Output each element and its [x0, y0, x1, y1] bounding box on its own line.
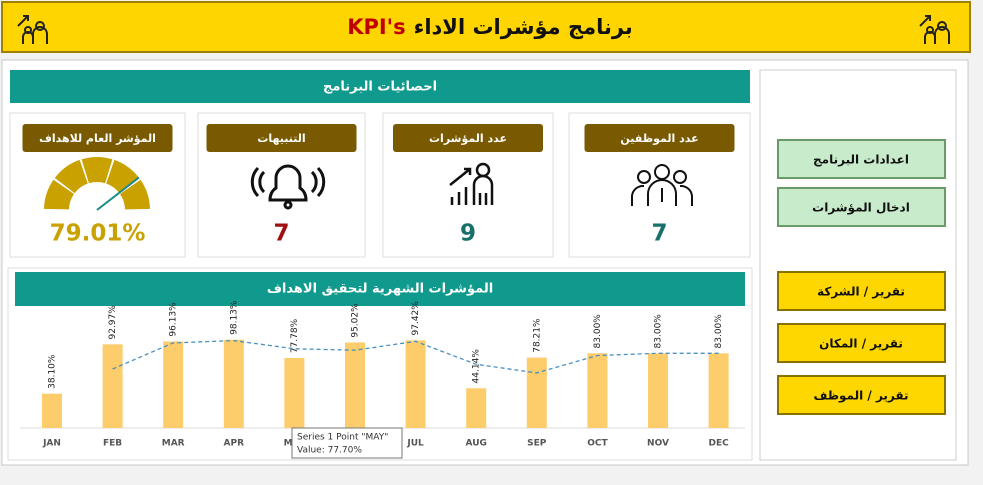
cards: المؤشر العام للاهداف 79.01% التنبيهات 7 عدد … [9, 112, 751, 258]
bar [345, 342, 365, 428]
bar [526, 357, 547, 428]
title: KPI's برنامج مؤشرات الاداء [347, 15, 633, 39]
x-tick-label: SEP [527, 439, 547, 449]
card-label: عدد الموظفين [620, 132, 698, 145]
data-label: 83.00% [593, 314, 603, 349]
data-label: 95.02% [351, 303, 361, 338]
data-label: 44.14% [472, 349, 482, 384]
stats-header-text: احصائيات البرنامج [323, 80, 437, 95]
x-tick-label: JUL [406, 439, 424, 449]
data-label: 83.00% [714, 314, 724, 349]
trend-line [112, 339, 719, 374]
bar [466, 388, 487, 428]
bar [284, 357, 305, 428]
chart: 38.10% JAN 92.97% FEB 96.13% MAR 98.13% APR 77.7… [20, 300, 745, 459]
menu-button-label[interactable]: ادخال المؤشرات [812, 201, 910, 216]
x-tick-label: NOV [647, 439, 669, 449]
icon-person-chart [449, 162, 494, 205]
x-tick-label: DEC [708, 439, 729, 449]
card-label-box [584, 124, 735, 152]
menu-button-label[interactable]: تقرير / الموظف [813, 389, 908, 404]
title-highlight: KPI's [347, 15, 405, 39]
bar [587, 353, 608, 428]
menu-button[interactable] [777, 271, 946, 311]
data-label: 38.10% [48, 354, 58, 389]
menu-button[interactable] [777, 187, 946, 227]
title-bar [1, 1, 971, 53]
card-label-box [206, 124, 357, 152]
menu-button-label[interactable]: اعدادات البرنامج [813, 153, 909, 167]
title-text: برنامج مؤشرات الاداء [414, 15, 633, 39]
gauge-needle [96, 176, 140, 211]
menu-button[interactable] [777, 323, 946, 363]
chart-title: المؤشرات الشهرية لتحقيق الاهداف [267, 282, 493, 297]
x-tick-label: APR [224, 439, 245, 449]
data-label: 98.13% [229, 300, 239, 335]
x-tick-label: JAN [42, 439, 61, 449]
stats-header [10, 70, 750, 103]
title-icon-right [919, 15, 950, 44]
bar [42, 393, 62, 428]
gauge-segment [44, 179, 74, 210]
x-tick-label: OCT [587, 439, 608, 449]
tooltip-value: Value: 77.70% [297, 446, 362, 456]
card-value: 7 [651, 221, 667, 247]
x-tick-label: MAR [162, 439, 185, 449]
data-label: 78.21% [532, 318, 542, 353]
icon-team [631, 164, 693, 206]
x-tick-label: FEB [103, 439, 122, 449]
gauge-segment [106, 159, 140, 194]
data-label: 77.78% [290, 318, 300, 353]
card-label: التنبيهات [257, 132, 305, 145]
bar [648, 353, 668, 428]
gauge-segment [81, 157, 113, 184]
gauge-segment [54, 159, 88, 194]
icon-bell [250, 164, 326, 210]
tooltip-point: Series 1 Point "MAY" [297, 433, 388, 443]
data-label: 83.00% [654, 314, 664, 349]
data-label: 92.97% [108, 305, 118, 340]
title-icon-left [17, 15, 48, 44]
tooltip [291, 427, 403, 459]
x-tick-label: AUG [466, 439, 487, 449]
card-value: 79.01% [50, 221, 146, 247]
bar [223, 339, 244, 428]
data-label: 97.42% [411, 301, 421, 336]
card-label-box [22, 124, 173, 152]
card-value: 7 [273, 221, 289, 247]
card-value: 9 [460, 221, 476, 247]
gauge-segment [120, 179, 150, 210]
menu: اعدادات البرنامج ادخال المؤشرات تقرير / ال… [777, 139, 946, 415]
bar [102, 344, 123, 428]
bar [405, 340, 426, 428]
menu-button-label[interactable]: تقرير / الشركة [817, 285, 905, 299]
card-label: المؤشر العام للاهداف [39, 132, 156, 145]
menu-button-label[interactable]: تقرير / المكان [819, 337, 903, 351]
menu-button[interactable] [777, 139, 946, 179]
data-label: 96.13% [169, 302, 179, 337]
card-label-box [393, 124, 543, 152]
bar [163, 341, 184, 428]
card-label: عدد المؤشرات [429, 132, 507, 145]
bar [708, 353, 729, 428]
chart-header [15, 272, 745, 306]
menu-button[interactable] [777, 375, 946, 415]
